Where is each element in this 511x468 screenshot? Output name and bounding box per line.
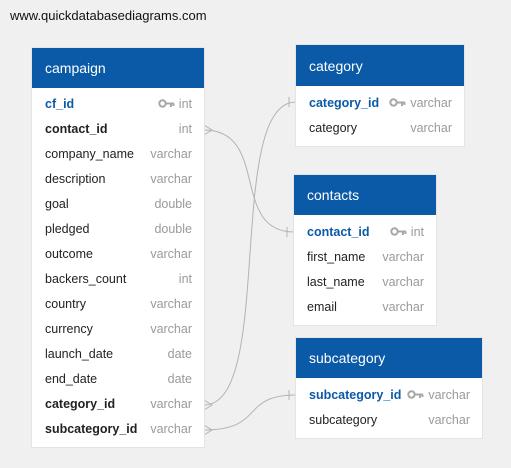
field-row[interactable]: outcome varchar: [32, 241, 204, 266]
field-type: varchar: [382, 274, 424, 289]
field-type: varchar: [150, 321, 192, 336]
field-row[interactable]: company_name varchar: [32, 141, 204, 166]
field-row[interactable]: category_id varchar: [32, 391, 204, 416]
field-type: varchar: [382, 299, 424, 314]
field-name: pledged: [45, 221, 90, 236]
field-type: varchar: [150, 146, 192, 161]
field-type: int: [178, 121, 192, 136]
key-icon: [158, 99, 175, 108]
field-type: varchar: [150, 421, 192, 436]
field-name: category_id: [45, 396, 116, 411]
field-type: varchar: [410, 120, 452, 135]
field-row[interactable]: goal double: [32, 191, 204, 216]
field-type: int: [178, 96, 192, 111]
field-row[interactable]: subcategory_id varchar: [32, 416, 204, 441]
field-name: subcategory_id: [45, 421, 138, 436]
field-type: date: [167, 371, 192, 386]
field-type: varchar: [428, 387, 470, 402]
relation-category-id: [203, 101, 297, 406]
table-contacts[interactable]: contacts contact_id int first_name varch…: [294, 175, 436, 325]
field-row[interactable]: category_id varchar: [296, 90, 464, 115]
table-header-category[interactable]: category: [296, 45, 464, 86]
relation-contact-id: [203, 129, 295, 233]
field-row[interactable]: email varchar: [294, 294, 436, 319]
table-header-campaign[interactable]: campaign: [32, 48, 204, 88]
field-row[interactable]: subcategory varchar: [296, 407, 482, 432]
field-type: varchar: [428, 412, 470, 427]
field-row[interactable]: currency varchar: [32, 316, 204, 341]
field-name: company_name: [45, 146, 134, 161]
field-type: int: [178, 271, 192, 286]
field-type: varchar: [150, 396, 192, 411]
field-name: last_name: [307, 274, 365, 289]
field-type: varchar: [150, 296, 192, 311]
field-row[interactable]: contact_id int: [294, 219, 436, 244]
field-row[interactable]: launch_date date: [32, 341, 204, 366]
field-name: country: [45, 296, 86, 311]
field-name: contact_id: [307, 224, 370, 239]
table-subcategory[interactable]: subcategory subcategory_id varchar subca…: [296, 338, 482, 438]
field-type: varchar: [410, 95, 452, 110]
field-name: first_name: [307, 249, 366, 264]
field-name: category: [309, 120, 357, 135]
table-category[interactable]: category category_id varchar category va…: [296, 45, 464, 146]
field-name: end_date: [45, 371, 98, 386]
field-type: varchar: [150, 171, 192, 186]
field-type: double: [154, 221, 192, 236]
key-icon: [389, 98, 406, 107]
field-row[interactable]: cf_id int: [32, 91, 204, 116]
crowfoot-subcategory: [203, 424, 213, 436]
field-row[interactable]: country varchar: [32, 291, 204, 316]
key-icon: [407, 390, 424, 399]
field-name: contact_id: [45, 121, 108, 136]
field-name: outcome: [45, 246, 93, 261]
crowfoot-contact: [203, 124, 213, 136]
field-name: launch_date: [45, 346, 114, 361]
field-row[interactable]: end_date date: [32, 366, 204, 391]
field-name: cf_id: [45, 96, 75, 111]
field-name: goal: [45, 196, 69, 211]
table-campaign[interactable]: campaign cf_id int contact_id int compan…: [32, 48, 204, 447]
field-type: date: [167, 346, 192, 361]
field-row[interactable]: contact_id int: [32, 116, 204, 141]
field-name: email: [307, 299, 337, 314]
field-row[interactable]: backers_count int: [32, 266, 204, 291]
field-row[interactable]: pledged double: [32, 216, 204, 241]
field-name: subcategory_id: [309, 387, 402, 402]
relation-subcategory-id: [203, 394, 297, 431]
site-url: www.quickdatabasediagrams.com: [10, 8, 207, 23]
field-row[interactable]: subcategory_id varchar: [296, 382, 482, 407]
field-row[interactable]: last_name varchar: [294, 269, 436, 294]
field-type: varchar: [382, 249, 424, 264]
key-icon: [390, 227, 407, 236]
field-name: category_id: [309, 95, 380, 110]
field-row[interactable]: first_name varchar: [294, 244, 436, 269]
table-header-subcategory[interactable]: subcategory: [296, 338, 482, 378]
field-row[interactable]: category varchar: [296, 115, 464, 140]
table-header-contacts[interactable]: contacts: [294, 175, 436, 215]
field-name: currency: [45, 321, 93, 336]
field-type: varchar: [150, 246, 192, 261]
field-type: double: [154, 196, 192, 211]
field-name: description: [45, 171, 106, 186]
field-name: subcategory: [309, 412, 378, 427]
field-name: backers_count: [45, 271, 127, 286]
crowfoot-category: [203, 399, 213, 411]
field-row[interactable]: description varchar: [32, 166, 204, 191]
field-type: int: [410, 224, 424, 239]
